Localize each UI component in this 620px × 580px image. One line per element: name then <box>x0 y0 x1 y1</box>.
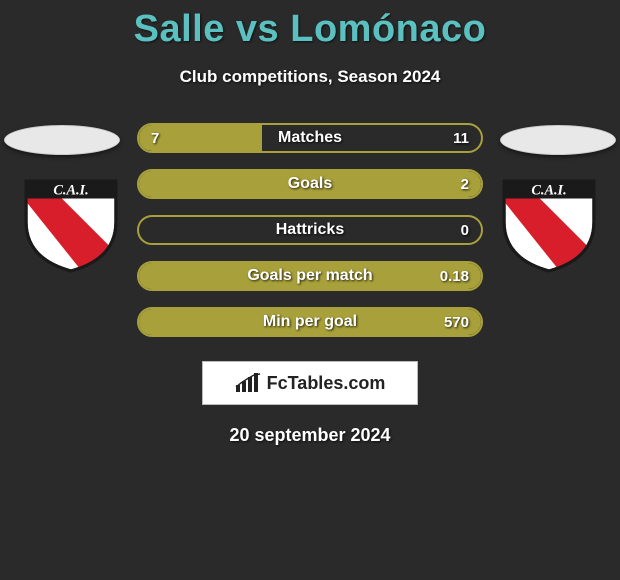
crest-text-right: C.A.I. <box>531 182 566 198</box>
bar-chart-icon <box>235 373 261 393</box>
bar-label: Min per goal <box>139 313 481 331</box>
club-crest-right: C.A.I. <box>498 175 600 273</box>
stat-bar: Min per goal570 <box>137 307 483 337</box>
stat-bar: Goals2 <box>137 169 483 199</box>
bar-label: Hattricks <box>139 221 481 239</box>
bar-value-right: 11 <box>453 130 469 147</box>
bar-label: Matches <box>139 129 481 147</box>
stat-bar: 7Matches11 <box>137 123 483 153</box>
crest-text-left: C.A.I. <box>53 182 88 198</box>
comparison-stage: C.A.I. C.A.I. 7Matches11Goals2Hattricks0… <box>0 123 620 337</box>
player-ellipse-right <box>500 125 616 155</box>
club-crest-left: C.A.I. <box>20 175 122 273</box>
player-ellipse-left <box>4 125 120 155</box>
bar-value-right: 570 <box>444 314 469 331</box>
brand-box[interactable]: FcTables.com <box>202 361 418 405</box>
page-title: Salle vs Lomónaco <box>0 0 620 51</box>
bar-value-right: 0.18 <box>440 268 469 285</box>
bar-value-right: 2 <box>461 176 469 193</box>
bar-label: Goals per match <box>139 267 481 285</box>
date-text: 20 september 2024 <box>0 425 620 446</box>
subtitle: Club competitions, Season 2024 <box>0 67 620 87</box>
stat-bar: Hattricks0 <box>137 215 483 245</box>
bar-value-right: 0 <box>461 222 469 239</box>
bar-label: Goals <box>139 175 481 193</box>
stat-bar: Goals per match0.18 <box>137 261 483 291</box>
stat-bars: 7Matches11 Goals2 Hattricks0 Goals per matc… <box>137 123 483 337</box>
brand-text: FcTables.com <box>267 373 386 394</box>
